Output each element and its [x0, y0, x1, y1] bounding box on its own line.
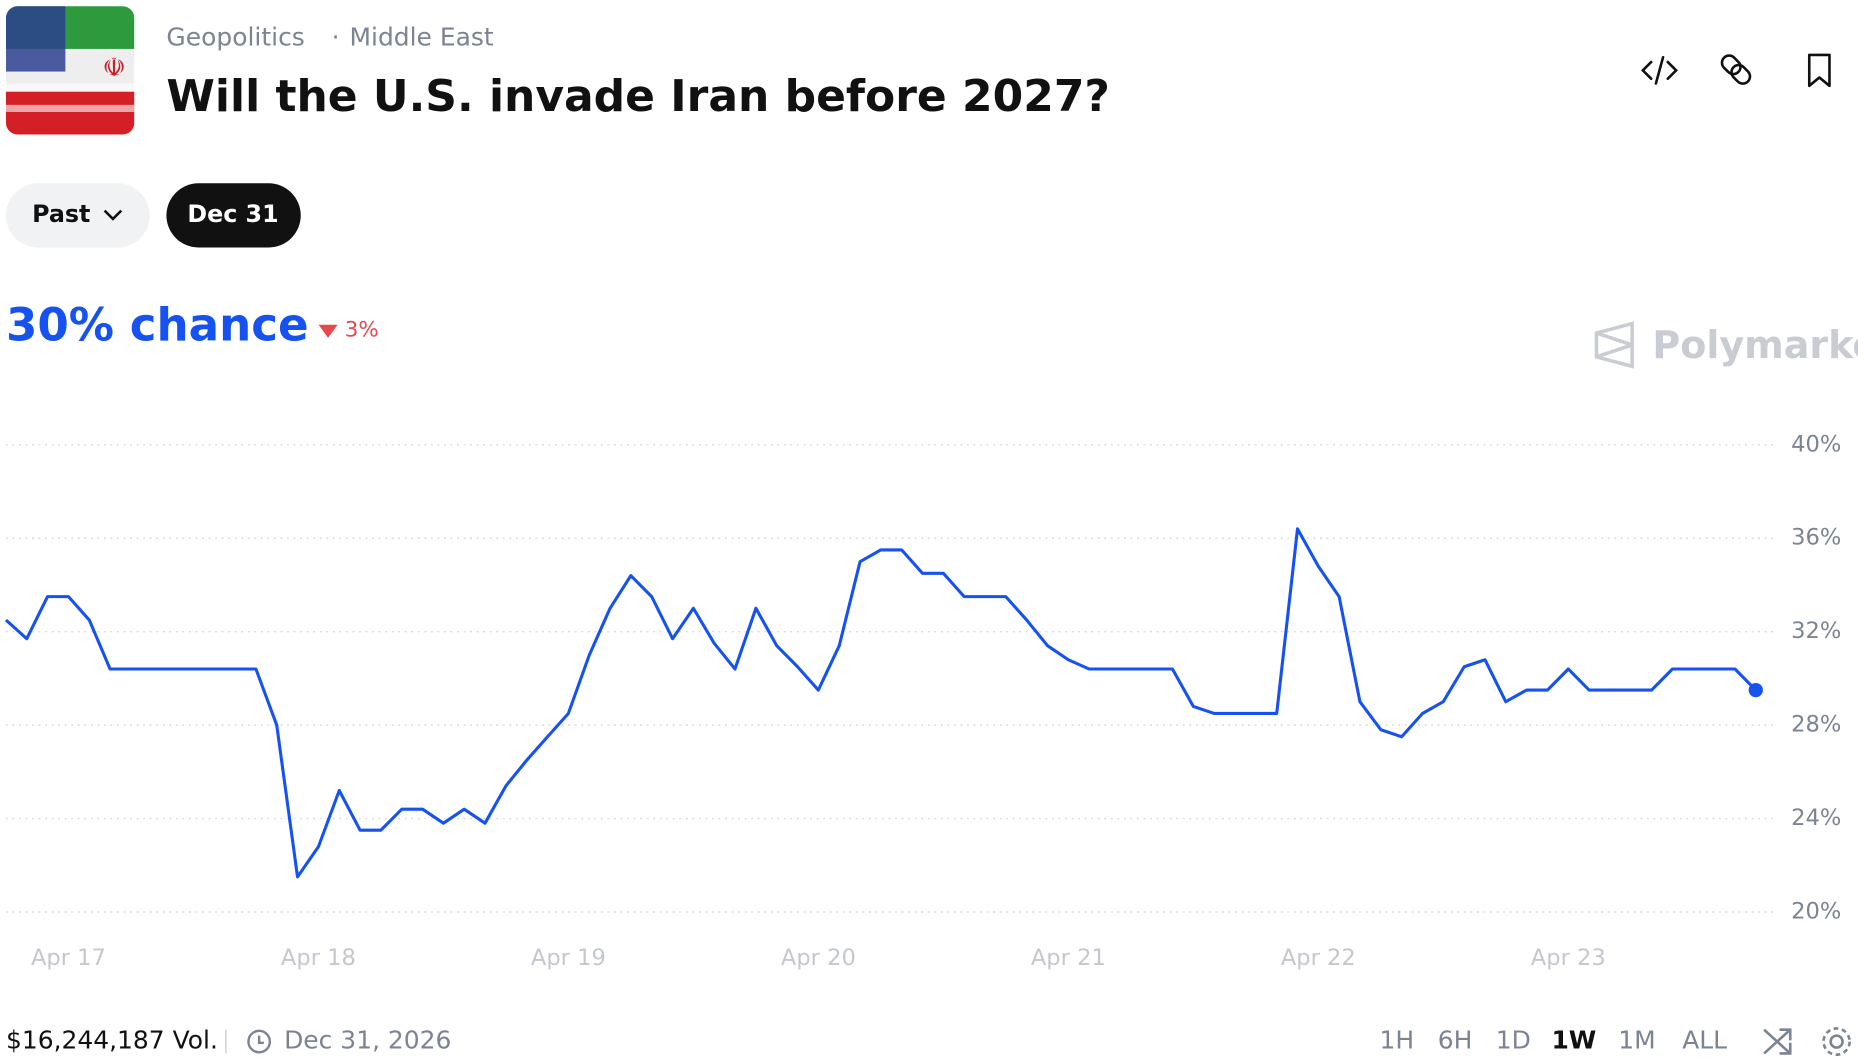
- chart: 20% 24% 28% 32% 36% 40% Apr 17 Apr 18 Apr 19 Apr …: [4, 431, 1841, 971]
- volume: $16,244,187 Vol.: [6, 1026, 218, 1055]
- embed-icon[interactable]: [1640, 55, 1678, 85]
- link-icon[interactable]: [1719, 53, 1753, 87]
- clock-icon: [247, 1029, 272, 1054]
- category[interactable]: Geopolitics: [166, 22, 304, 51]
- range-button[interactable]: 1H: [1379, 1026, 1414, 1055]
- down-arrow: [318, 324, 338, 338]
- brand: Polymarket: [1652, 323, 1858, 367]
- range-button[interactable]: ALL: [1682, 1026, 1727, 1055]
- range-button[interactable]: 1M: [1618, 1026, 1655, 1055]
- separator: ·: [332, 22, 340, 51]
- chevron: [103, 209, 123, 221]
- tab-label[interactable]: Dec 31: [187, 200, 278, 228]
- market-title: Will the U.S. invade Iran before 2027?: [166, 71, 1110, 122]
- y-tick-label: 20%: [1791, 898, 1841, 924]
- market-image: ☫: [5, 6, 135, 135]
- x-tick-label: Apr 21: [1031, 945, 1106, 971]
- subcategory[interactable]: Middle East: [349, 22, 493, 51]
- chance-change: 3%: [345, 318, 379, 343]
- end-date: Dec 31, 2026: [284, 1026, 451, 1055]
- x-tick-label: Apr 22: [1281, 945, 1356, 971]
- y-tick-label: 40%: [1791, 431, 1841, 457]
- x-tick-label: Apr 19: [531, 945, 606, 971]
- tab-label[interactable]: Past: [32, 200, 90, 228]
- y-tick-label: 24%: [1791, 805, 1841, 831]
- svg-text:☫: ☫: [102, 54, 125, 84]
- bookmark-icon[interactable]: [1807, 53, 1831, 88]
- tab-past[interactable]: [5, 183, 150, 248]
- x-tick-label: Apr 18: [281, 945, 356, 971]
- range-buttons: 1H 6H 1D 1W 1M ALL: [1379, 1026, 1727, 1055]
- y-tick-label: 36%: [1791, 525, 1841, 551]
- tab-active[interactable]: [166, 183, 301, 248]
- x-tick-label: Apr 23: [1531, 945, 1606, 971]
- range-button[interactable]: 1D: [1496, 1026, 1531, 1055]
- shuffle-icon[interactable]: [1763, 1028, 1792, 1055]
- x-tick-label: Apr 20: [781, 945, 856, 971]
- settings-icon[interactable]: [1822, 1027, 1851, 1056]
- x-tick-label: Apr 17: [31, 945, 106, 971]
- range-button[interactable]: 1W: [1551, 1026, 1596, 1055]
- range-button[interactable]: 6H: [1438, 1026, 1473, 1055]
- last-point: [1748, 682, 1763, 698]
- price-line: [4, 527, 1757, 879]
- y-tick-label: 28%: [1791, 712, 1841, 738]
- y-tick-label: 32%: [1791, 618, 1841, 644]
- chance: 30% chance: [6, 298, 309, 351]
- brand-logo: [1594, 321, 1634, 369]
